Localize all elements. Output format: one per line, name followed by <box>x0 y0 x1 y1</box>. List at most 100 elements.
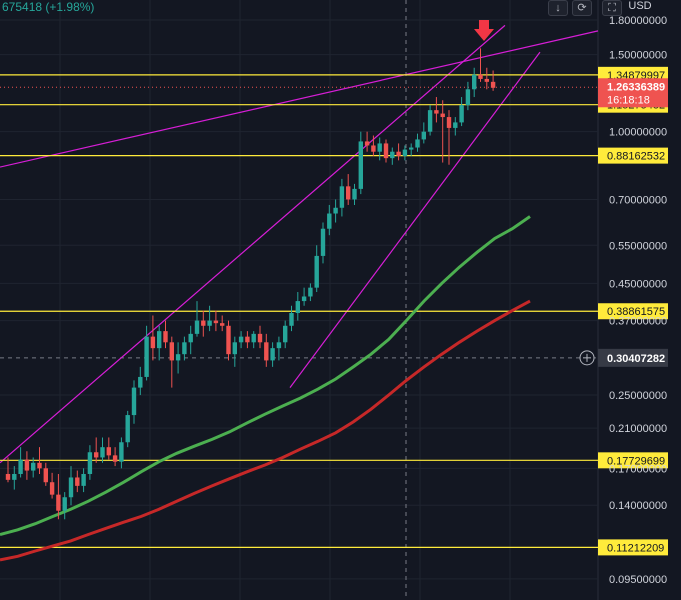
fullscreen-icon[interactable]: ⛶ <box>602 0 622 16</box>
level-price-label: 0.38861575 <box>607 306 665 318</box>
candle-body <box>213 320 219 324</box>
price-tick-label: 0.09500000 <box>609 574 667 586</box>
candle-body <box>24 459 30 471</box>
candle-body <box>308 287 313 297</box>
candle-body <box>163 331 168 343</box>
moving-average-line <box>0 215 531 536</box>
grid <box>0 0 598 600</box>
level-price-tag <box>598 147 668 164</box>
arrow-down-icon[interactable]: ↓ <box>548 0 568 16</box>
candle-body <box>415 139 420 148</box>
candle-body <box>68 477 74 498</box>
candle-body <box>352 188 357 200</box>
candle-body <box>484 78 489 82</box>
price-tick-label: 0.17000000 <box>609 463 667 475</box>
candle-body <box>245 336 250 343</box>
price-tick-label: 0.70000000 <box>609 194 667 206</box>
candle-body <box>377 143 382 152</box>
candle-body <box>144 336 149 377</box>
candle-body <box>37 462 42 469</box>
current-price-tag <box>598 78 668 108</box>
candle-body <box>333 207 338 214</box>
candle-body <box>409 147 414 150</box>
candle-body <box>346 186 351 200</box>
plot-background <box>0 0 598 600</box>
candle-body <box>157 331 162 349</box>
candle-body <box>283 325 288 343</box>
candle-body <box>188 333 193 343</box>
candle-body <box>434 110 439 114</box>
countdown-label: 16:18:18 <box>607 94 650 106</box>
price-tick-label: 0.45000000 <box>609 278 667 290</box>
candle-body <box>182 342 187 355</box>
candle-body <box>150 336 156 349</box>
candle-body <box>18 459 23 474</box>
price-tick-label: 0.55000000 <box>609 240 667 252</box>
trendline <box>289 51 541 388</box>
candle-body <box>62 497 67 511</box>
candle-body <box>264 342 269 361</box>
candle-body <box>112 455 118 462</box>
candle-body <box>138 376 143 388</box>
currency-label: USD <box>628 0 652 12</box>
candle-body <box>5 473 11 480</box>
candle-body <box>276 342 282 349</box>
level-price-tag <box>598 452 668 469</box>
candle-body <box>257 333 263 343</box>
candle-body <box>226 325 231 355</box>
candle-body <box>465 89 471 106</box>
candle-body <box>396 151 401 156</box>
candle-body <box>490 81 496 88</box>
candle-body <box>358 141 363 189</box>
moving-average-line <box>0 299 531 562</box>
candle-body <box>232 342 237 355</box>
candle-body <box>478 74 483 79</box>
trendlines <box>0 24 599 464</box>
current-price-label: 1.26336389 <box>607 81 665 93</box>
candle-body <box>131 387 137 416</box>
level-price-label: 0.17729699 <box>607 455 665 467</box>
candle-body <box>440 113 445 118</box>
trendline <box>0 30 599 168</box>
candle-body <box>220 323 225 326</box>
candle-body <box>459 105 464 123</box>
candle-body <box>472 74 477 90</box>
price-tick-label: 0.21000000 <box>609 423 667 435</box>
crosshair-price-tag <box>598 348 668 367</box>
crosshair-price-label: 0.30407282 <box>607 353 665 365</box>
candle-body <box>295 301 300 314</box>
down-arrow-marker-head <box>474 29 494 41</box>
candle-body <box>43 468 48 483</box>
trendline <box>0 24 506 464</box>
candle-body <box>314 255 319 288</box>
candle-body <box>270 348 275 361</box>
price-tick-label: 1.50000000 <box>609 50 667 62</box>
down-arrow-marker-stem <box>479 20 489 30</box>
candle-body <box>12 473 17 480</box>
candle-body <box>75 477 80 486</box>
candle-body <box>238 336 244 343</box>
candle-body <box>289 313 294 326</box>
candles <box>5 48 496 520</box>
candle-body <box>49 482 55 495</box>
candle-body <box>87 452 93 474</box>
candle-body <box>320 228 326 256</box>
level-price-label: 0.88162532 <box>607 151 665 163</box>
candle-body <box>402 149 408 156</box>
price-tick-label: 1.00000000 <box>609 127 667 139</box>
candle-body <box>100 447 105 458</box>
snapshot-icon[interactable]: ⟳ <box>572 0 592 16</box>
candle-body <box>364 141 370 146</box>
price-tick-label: 1.80000000 <box>609 15 667 27</box>
candle-body <box>119 442 124 462</box>
candle-body <box>453 122 458 128</box>
candle-body <box>194 320 200 334</box>
price-axis: 1.348799971.152754820.881625320.38861575… <box>579 15 668 586</box>
candle-body <box>251 333 256 343</box>
candle-body <box>421 131 426 140</box>
price-tick-label: 0.14000000 <box>609 500 667 512</box>
candle-body <box>339 186 345 208</box>
candle-body <box>31 462 36 471</box>
